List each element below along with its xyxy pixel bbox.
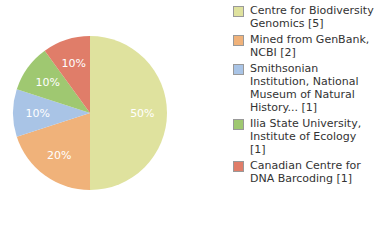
html-text:Smithsonian Institution, Natio: Smithsonian Institution, National Museum…: [250, 62, 359, 114]
svg-text:20%: 20%: [47, 149, 71, 162]
html-text:Ilia State University, Institu: Ilia State University, Institute of Ecol…: [250, 117, 362, 156]
svg-text:50%: 50%: [130, 107, 154, 120]
svg-text:10%: 10%: [62, 57, 86, 70]
html-text:Centre for Biodiversity Genomi: Centre for Biodiversity Genomics [5]: [250, 4, 374, 30]
svg-text:10%: 10%: [25, 107, 49, 120]
html-text:Canadian Centre for DNA Barcod: Canadian Centre for DNA Barcoding [1]: [250, 159, 361, 185]
svg-text:10%: 10%: [35, 76, 59, 89]
html-text:Mined from GenBank, NCBI [2]: Mined from GenBank, NCBI [2]: [250, 33, 370, 59]
